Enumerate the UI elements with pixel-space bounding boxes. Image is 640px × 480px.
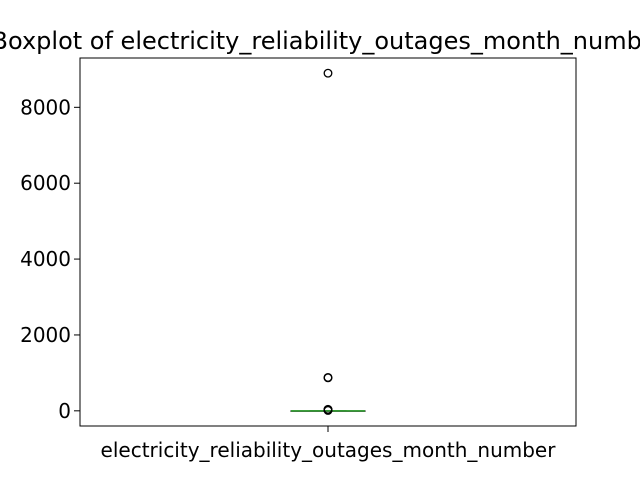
y-tick-label: 4000 xyxy=(20,247,71,271)
y-tick-label: 8000 xyxy=(20,95,71,119)
outlier-point xyxy=(323,68,333,78)
y-tick-label: 6000 xyxy=(20,171,71,195)
outlier-points xyxy=(323,68,333,415)
outlier-point xyxy=(323,373,333,383)
y-axis: 0 2000 4000 6000 8000 xyxy=(20,95,80,423)
outlier-point xyxy=(323,405,333,415)
box-series xyxy=(290,410,366,412)
y-tick-label: 0 xyxy=(58,399,71,423)
y-tick-label: 2000 xyxy=(20,323,71,347)
x-axis-label: electricity_reliability_outages_month_nu… xyxy=(101,438,557,462)
plot-area-frame xyxy=(79,57,577,427)
chart-title: Boxplot of electricity_reliability_outag… xyxy=(0,27,640,55)
